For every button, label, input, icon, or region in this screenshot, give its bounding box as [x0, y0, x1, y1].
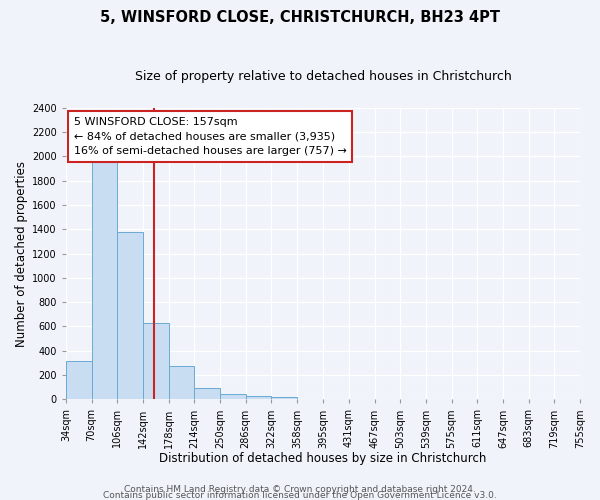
Bar [117, 232, 143, 400]
Text: Contains HM Land Registry data © Crown copyright and database right 2024.: Contains HM Land Registry data © Crown c… [124, 484, 476, 494]
Text: 5, WINSFORD CLOSE, CHRISTCHURCH, BH23 4PT: 5, WINSFORD CLOSE, CHRISTCHURCH, BH23 4P… [100, 10, 500, 25]
Text: 5 WINSFORD CLOSE: 157sqm
← 84% of detached houses are smaller (3,935)
16% of sem: 5 WINSFORD CLOSE: 157sqm ← 84% of detach… [74, 116, 347, 156]
Bar [169, 366, 194, 400]
Bar [66, 361, 92, 400]
Bar [220, 394, 245, 400]
Bar [245, 396, 271, 400]
Bar [271, 397, 297, 400]
X-axis label: Distribution of detached houses by size in Christchurch: Distribution of detached houses by size … [159, 452, 487, 465]
Title: Size of property relative to detached houses in Christchurch: Size of property relative to detached ho… [134, 70, 511, 83]
Bar [92, 162, 117, 400]
Bar [143, 323, 169, 400]
Bar [194, 388, 220, 400]
Text: Contains public sector information licensed under the Open Government Licence v3: Contains public sector information licen… [103, 490, 497, 500]
Y-axis label: Number of detached properties: Number of detached properties [15, 160, 28, 346]
